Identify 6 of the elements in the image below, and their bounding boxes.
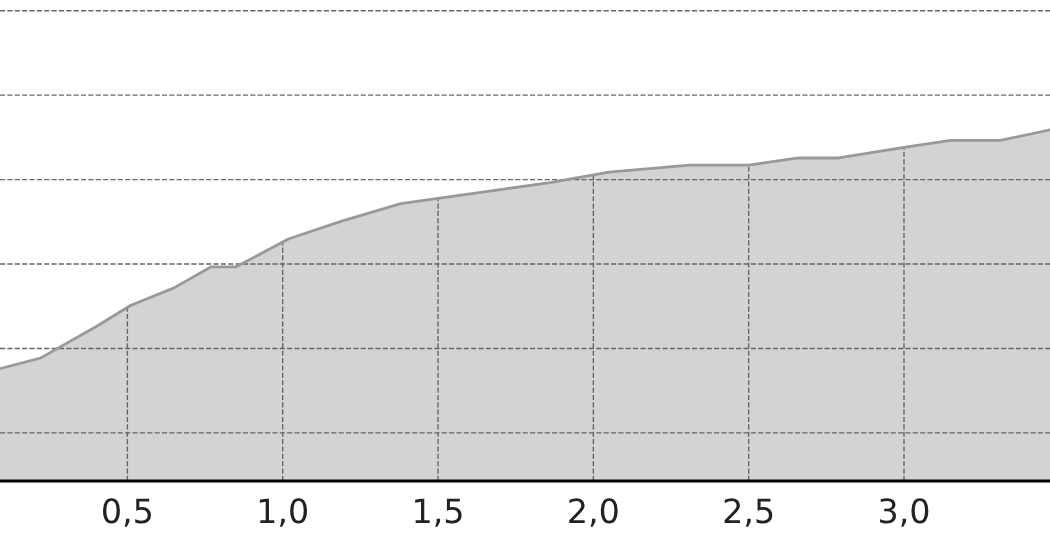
x-tick-label: 0,5 [103,498,151,527]
x-tick-label: 3,0 [880,498,929,527]
x-tick-label: 1,0 [259,498,307,527]
x-tick-label: 1,5 [415,498,462,527]
x-tick-label: 2,0 [569,498,618,527]
x-tick-label: 2,5 [724,498,773,527]
